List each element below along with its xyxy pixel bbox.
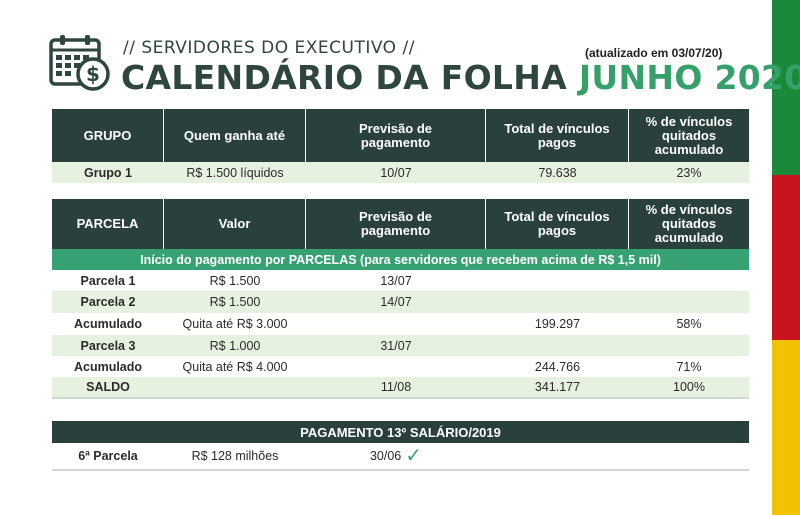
table-cell [306, 356, 486, 377]
table-cell: 100% [673, 380, 705, 394]
table-cell: 199.297 [534, 317, 581, 331]
table-row: Parcela 1 R$ 1.500 13/07 [52, 270, 749, 291]
table-cell: Quita até R$ 3.000 [182, 317, 288, 331]
table-cell: 244.766 [534, 359, 581, 374]
table-cell [629, 335, 749, 356]
table-cell: 11/08 [380, 380, 412, 394]
row-label: Parcela 1 [80, 273, 136, 288]
installments-table-header: PARCELA Valor Previsão de pagamento Tota… [52, 199, 749, 249]
table-cell: R$ 128 milhões [191, 449, 279, 463]
table-row: Parcela 2 R$ 1.500 14/07 [52, 291, 749, 313]
flag-stripe-green [772, 0, 800, 175]
installments-banner: Início do pagamento por PARCELAS (para s… [52, 249, 749, 270]
table-row: Parcela 3 R$ 1.000 31/07 [52, 335, 749, 356]
header-cell: Total de vínculos pagos [486, 199, 629, 249]
table-cell-date: 30/06 ✓ [306, 443, 486, 469]
header-cell: GRUPO [52, 109, 164, 162]
header-cell: Quem ganha até [164, 109, 306, 162]
table-cell [486, 335, 629, 356]
flag-stripe-yellow [772, 340, 800, 515]
table-row: Grupo 1 R$ 1.500 líquidos 10/07 79.638 2… [52, 162, 749, 183]
calendar-card: $ // SERVIDORES DO EXECUTIVO // (atualiz… [49, 35, 800, 471]
table-cell [306, 313, 486, 335]
table-cell: 71% [676, 359, 702, 374]
header-cell: Previsão de pagamento [306, 109, 486, 162]
subtitle: // SERVIDORES DO EXECUTIVO // [123, 38, 415, 58]
calendar-money-icon: $ [49, 35, 110, 91]
page-title: CALENDÁRIO DA FOLHA JUNHO 2020 [121, 58, 800, 97]
table-cell: 14/07 [380, 295, 412, 309]
payment-date: 30/06 [369, 449, 402, 463]
row-label: SALDO [86, 380, 130, 394]
header-cell: % de vínculos quitados acumulado [629, 109, 749, 162]
row-label: 6ª Parcela [78, 449, 138, 463]
table-cell [486, 443, 629, 469]
table-cell: R$ 1.500 [209, 295, 261, 309]
group-table: GRUPO Quem ganha até Previsão de pagamen… [52, 109, 749, 183]
table-cell: R$ 1.500 [209, 273, 261, 288]
table-cell [486, 270, 629, 291]
table-cell: 10/07 [380, 165, 412, 180]
table-cell: 31/07 [380, 338, 412, 353]
flag-stripe-red [772, 175, 800, 340]
header-cell: Previsão de pagamento [306, 199, 486, 249]
thirteenth-salary-table: PAGAMENTO 13º SALÁRIO/2019 6ª Parcela R$… [52, 421, 749, 471]
table-cell [629, 443, 749, 469]
thirteenth-salary-title: PAGAMENTO 13º SALÁRIO/2019 [52, 421, 749, 443]
row-label: Parcela 2 [80, 295, 136, 309]
updated-date: (atualizado em 03/07/20) [585, 46, 723, 60]
table-cell: Quita até R$ 4.000 [182, 359, 288, 374]
table-cell [629, 270, 749, 291]
table-cell: R$ 1.500 líquidos [186, 165, 284, 180]
header-cell: Total de vínculos pagos [486, 109, 629, 162]
header-cell: % de vínculos quitados acumulado [629, 199, 749, 249]
row-label: Grupo 1 [84, 165, 132, 180]
row-label: Acumulado [73, 317, 143, 331]
table-row: 6ª Parcela R$ 128 milhões 30/06 ✓ [52, 443, 749, 469]
table-cell: 341.177 [534, 380, 581, 394]
table-cell [164, 377, 306, 397]
installments-table: PARCELA Valor Previsão de pagamento Tota… [52, 199, 749, 399]
table-cell [629, 291, 749, 313]
table-cell: 23% [676, 165, 702, 180]
title-main: CALENDÁRIO DA FOLHA [121, 58, 579, 97]
group-table-header: GRUPO Quem ganha até Previsão de pagamen… [52, 109, 749, 162]
table-row: Acumulado Quita até R$ 4.000 244.766 71% [52, 356, 749, 377]
table-cell: 79.638 [538, 165, 577, 180]
table-cell: 58% [676, 317, 702, 331]
table-cell: R$ 1.000 [209, 338, 261, 353]
title-highlight: JUNHO 2020 [578, 58, 800, 97]
table-row: Acumulado Quita até R$ 3.000 199.297 58% [52, 313, 749, 335]
header-cell: Valor [164, 199, 306, 249]
svg-text:$: $ [86, 62, 100, 86]
table-row: SALDO 11/08 341.177 100% [52, 377, 749, 397]
checkmark-icon: ✓ [405, 445, 423, 467]
table-cell [486, 291, 629, 313]
table-cell: 13/07 [380, 273, 412, 288]
row-label: Parcela 3 [80, 338, 136, 353]
row-label: Acumulado [73, 359, 143, 374]
header-cell: PARCELA [52, 199, 164, 249]
